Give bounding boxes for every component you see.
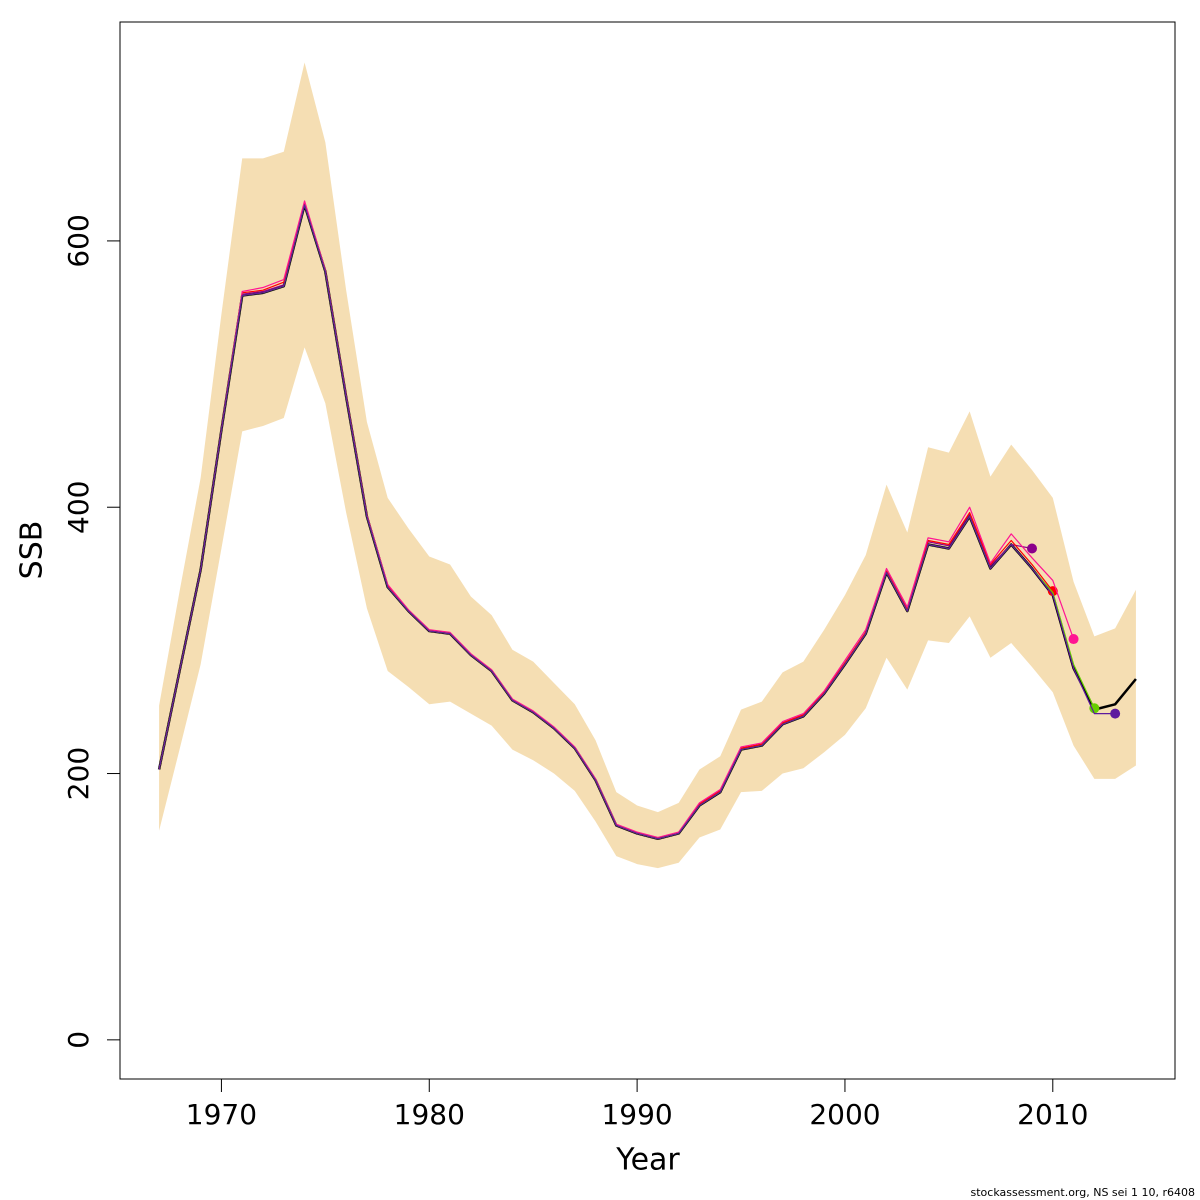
series-endpoint [1027,543,1038,554]
y-tick-label: 600 [62,214,95,267]
series-endpoint [1110,708,1121,719]
y-tick-label: 0 [62,1031,95,1049]
x-tick-label: 2000 [809,1098,880,1131]
y-tick-label: 400 [62,480,95,533]
plot-frame [119,21,1176,1080]
footnote: stockassessment.org, NS sei 1 10, r6408 [971,1186,1196,1199]
x-axis-title: Year [615,1143,680,1178]
x-tick-label: 1970 [186,1098,257,1131]
plot-area [157,62,1137,869]
x-tick-label: 1990 [601,1098,672,1131]
y-tick-label: 200 [62,747,95,800]
series-line [158,204,1116,840]
confidence-band [159,62,1136,869]
x-tick-label: 1980 [394,1098,465,1131]
x-tick-label: 2010 [1017,1098,1088,1131]
series-endpoint [1089,703,1100,714]
y-axis-title: SSB [15,521,50,580]
series-endpoint [1068,634,1079,645]
